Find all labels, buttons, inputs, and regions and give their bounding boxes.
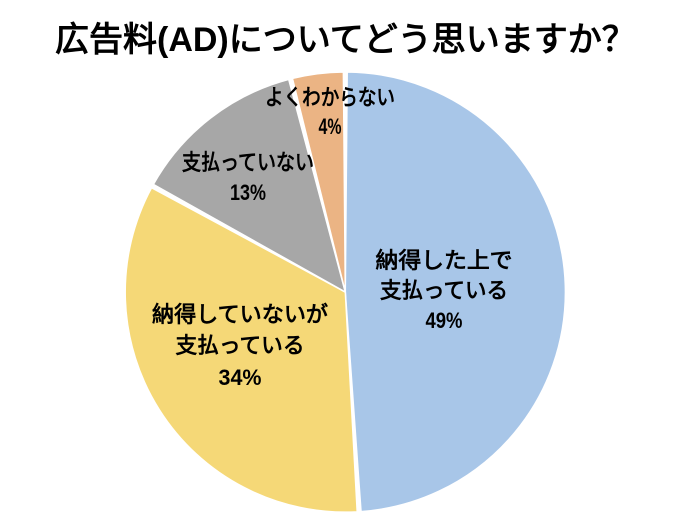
svg-text:よくわからない: よくわからない [265,85,395,110]
svg-text:納得していないが: 納得していないが [152,302,328,327]
svg-text:納得した上で: 納得した上で [376,248,513,273]
svg-text:34%: 34% [219,365,262,390]
svg-text:支払っている: 支払っている [380,278,508,303]
svg-text:4%: 4% [319,114,342,139]
svg-text:支払っていない: 支払っていない [182,150,314,175]
svg-text:49%: 49% [426,308,463,333]
svg-text:13%: 13% [230,180,266,205]
svg-text:支払っている: 支払っている [176,333,305,358]
